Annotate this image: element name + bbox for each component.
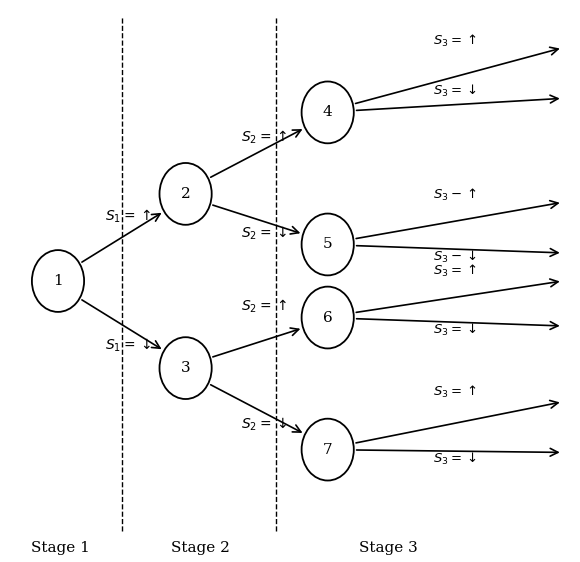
Ellipse shape [32, 250, 84, 312]
Text: 3: 3 [181, 361, 190, 375]
Text: $S_3 =\downarrow$: $S_3 =\downarrow$ [433, 83, 477, 99]
Ellipse shape [160, 337, 212, 399]
Ellipse shape [302, 419, 354, 481]
Text: $S_3 -\downarrow$: $S_3 -\downarrow$ [433, 249, 477, 265]
Text: $S_2 =\downarrow$: $S_2 =\downarrow$ [241, 416, 287, 433]
Ellipse shape [302, 287, 354, 348]
Text: Stage 2: Stage 2 [171, 541, 230, 555]
Text: $S_3 =\uparrow$: $S_3 =\uparrow$ [433, 33, 477, 49]
Text: $S_2 =\downarrow$: $S_2 =\downarrow$ [241, 225, 287, 242]
Text: 7: 7 [323, 443, 332, 456]
Text: $S_3 =\uparrow$: $S_3 =\uparrow$ [433, 263, 477, 279]
Text: 5: 5 [323, 238, 332, 251]
Text: $S_3 =\uparrow$: $S_3 =\uparrow$ [433, 384, 477, 400]
Ellipse shape [302, 81, 354, 143]
Text: 6: 6 [323, 311, 332, 324]
Text: $S_1 =\uparrow$: $S_1 =\uparrow$ [104, 208, 151, 225]
Text: $S_2 =\uparrow$: $S_2 =\uparrow$ [241, 298, 287, 315]
Text: $S_3 -\uparrow$: $S_3 -\uparrow$ [433, 187, 477, 203]
Text: $S_1 =\downarrow$: $S_1 =\downarrow$ [104, 337, 151, 354]
Text: $S_3 =\downarrow$: $S_3 =\downarrow$ [433, 322, 477, 338]
Text: 2: 2 [181, 187, 190, 201]
Text: 1: 1 [53, 274, 63, 288]
Text: 4: 4 [323, 106, 332, 119]
Ellipse shape [302, 214, 354, 275]
Text: Stage 3: Stage 3 [359, 541, 418, 555]
Text: $S_3 =\downarrow$: $S_3 =\downarrow$ [433, 451, 477, 468]
Text: Stage 1: Stage 1 [31, 541, 90, 555]
Text: $S_2 =\uparrow$: $S_2 =\uparrow$ [241, 129, 287, 146]
Ellipse shape [160, 163, 212, 225]
